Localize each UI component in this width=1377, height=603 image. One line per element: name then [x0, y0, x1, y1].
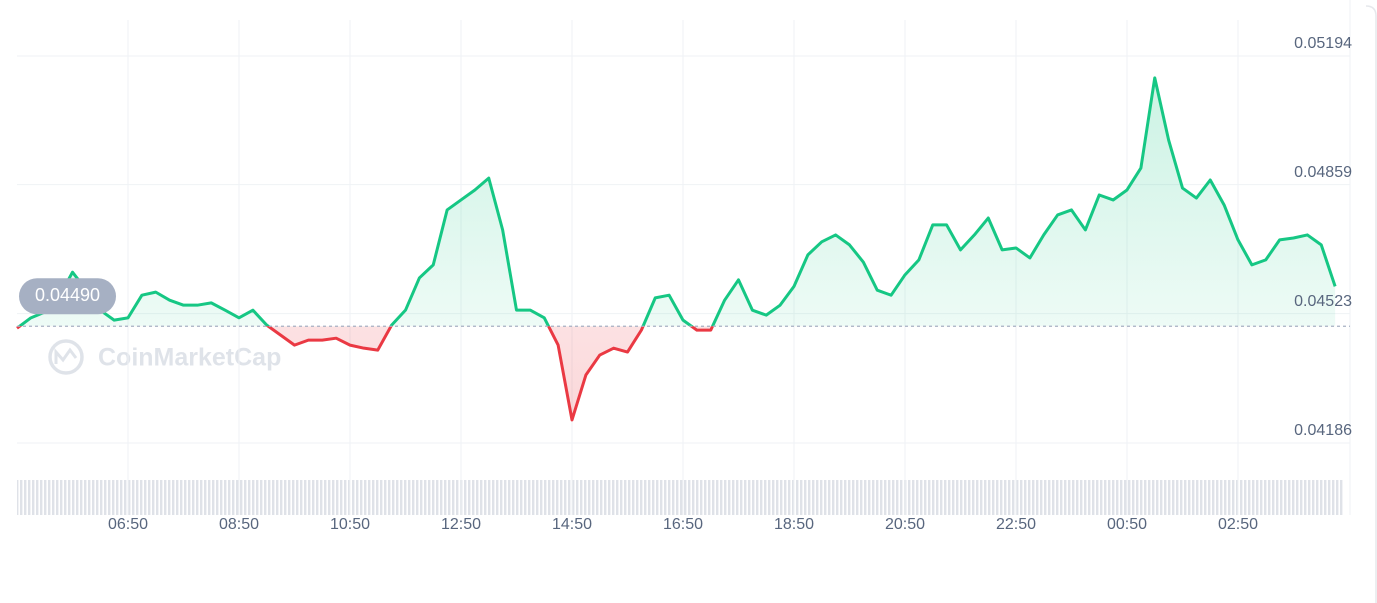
- x-tick-label: 20:50: [885, 516, 925, 533]
- y-tick-label: 0.04859: [1294, 164, 1352, 181]
- watermark-text: CoinMarketCap: [98, 344, 281, 372]
- x-tick-label: 14:50: [552, 516, 592, 533]
- x-tick-label: 18:50: [774, 516, 814, 533]
- area-up: [19, 77, 1336, 327]
- x-tick-label: 16:50: [663, 516, 703, 533]
- x-tick-label: 12:50: [441, 516, 481, 533]
- y-tick-label: 0.05194: [1294, 35, 1352, 52]
- panel-edge: [1365, 5, 1377, 603]
- y-tick-label: 0.04186: [1294, 422, 1352, 439]
- baseline-pill: [19, 278, 116, 315]
- line-up: [17, 76, 1337, 327]
- baseline-label: 0.04490: [35, 285, 100, 305]
- x-tick-label: 02:50: [1218, 516, 1258, 533]
- y-tick-label: 0.04523: [1294, 293, 1352, 310]
- volume-band: [17, 480, 1343, 515]
- x-tick-label: 22:50: [996, 516, 1036, 533]
- x-tick-label: 06:50: [108, 516, 148, 533]
- x-tick-label: 08:50: [219, 516, 259, 533]
- watermark: CoinMarketCap: [48, 339, 281, 375]
- x-tick-label: 00:50: [1107, 516, 1147, 533]
- x-tick-label: 10:50: [330, 516, 370, 533]
